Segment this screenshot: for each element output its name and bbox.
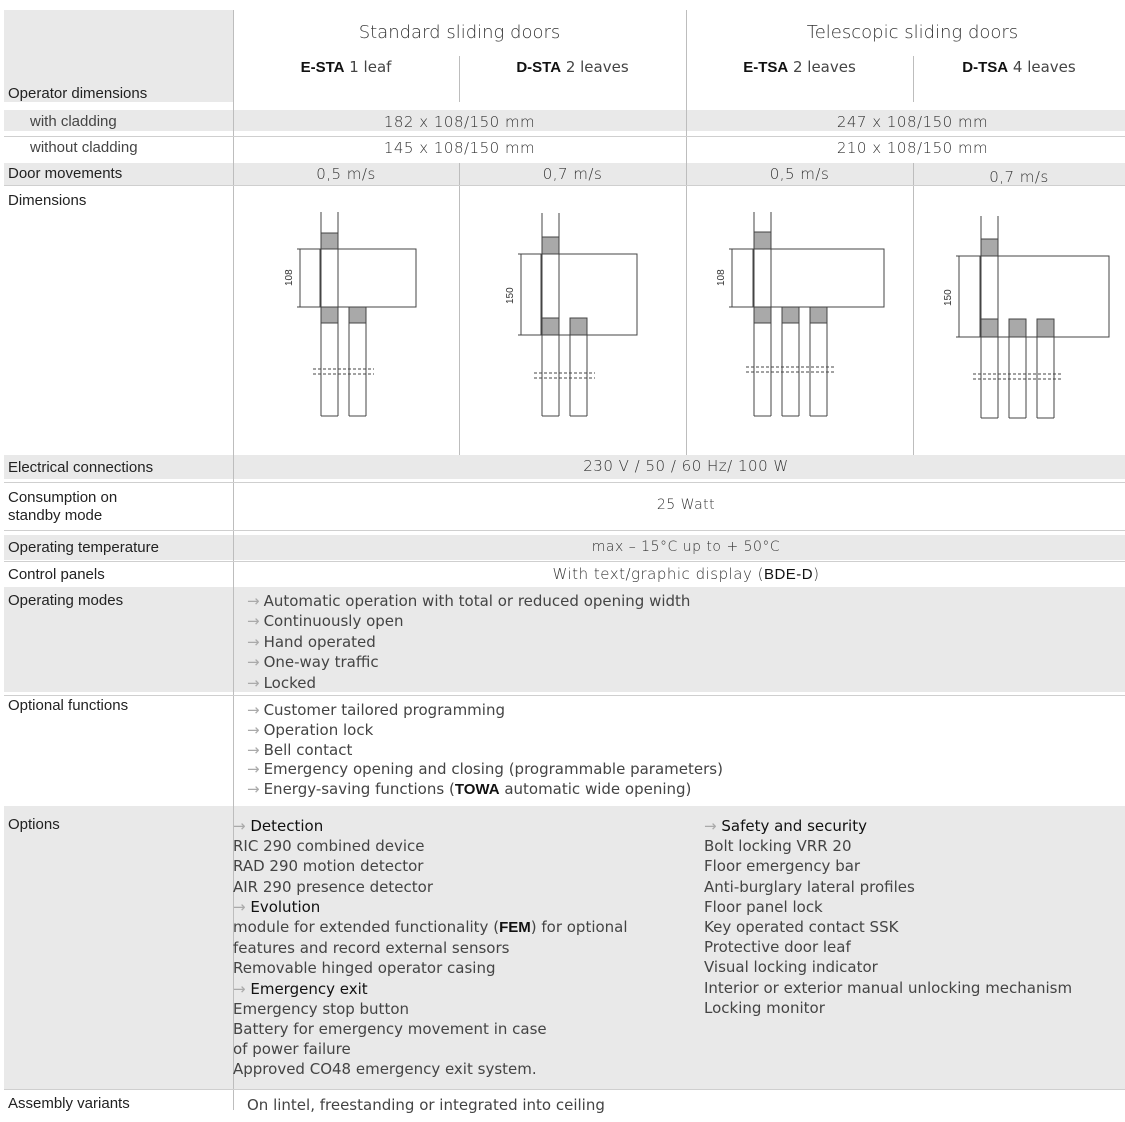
- list-item: Floor panel lock: [704, 897, 823, 916]
- list-item: module for extended functionality (FEM) …: [233, 918, 628, 937]
- list-item: AIR 290 presence detector: [233, 877, 433, 896]
- dimension-diagrams: 108 150 108 150: [284, 212, 1110, 419]
- label-without-cladding: without cladding: [30, 139, 138, 156]
- list-item: → Continuously open: [247, 612, 404, 631]
- list-item: Floor emergency bar: [704, 857, 861, 876]
- list-item: Anti-burglary lateral profiles: [704, 877, 915, 896]
- label-electrical: Electrical connections: [8, 459, 154, 476]
- list-item: RIC 290 combined device: [233, 837, 425, 856]
- with-cladding-telescopic: 247 x 108/150 mm: [836, 113, 989, 131]
- label-operating-modes: Operating modes: [8, 592, 124, 609]
- list-item: Locking monitor: [704, 998, 825, 1017]
- list-item: → Emergency opening and closing (programm…: [247, 760, 723, 779]
- height-label-e-sta: 108: [284, 269, 295, 286]
- list-item: → Hand operated: [247, 632, 376, 651]
- temperature-value: max – 15°C up to + 50°C: [591, 539, 781, 555]
- list-item: → Automatic operation with total or reduc…: [247, 592, 691, 610]
- door-movement-e-tsa: 0,5 m/s: [769, 165, 830, 183]
- with-cladding-standard: 182 x 108/150 mm: [383, 113, 536, 131]
- label-dimensions: Dimensions: [8, 192, 87, 209]
- consumption-value: 25 Watt: [656, 497, 716, 513]
- list-item: Key operated contact SSK: [704, 918, 899, 937]
- header-standard: Standard sliding doors: [358, 22, 561, 43]
- height-label-e-tsa: 108: [716, 269, 727, 286]
- list-item: → Bell contact: [247, 740, 353, 759]
- operating-modes-list: → Automatic operation with total or reduc…: [247, 591, 690, 693]
- list-item: Approved CO48 emergency exit system.: [233, 1060, 537, 1079]
- model-e-sta: E-STA 1 leaf: [300, 58, 392, 76]
- list-item: Visual locking indicator: [704, 958, 878, 977]
- list-item: features and record external sensors: [233, 939, 510, 958]
- list-item: → Operation lock: [247, 720, 374, 739]
- list-item: of power failure: [233, 1040, 351, 1059]
- model-d-sta: D-STA 2 leaves: [516, 58, 629, 76]
- options-evolution-title: → Evolution: [233, 897, 321, 916]
- label-with-cladding: with cladding: [30, 113, 117, 130]
- options-detection-title: → Detection: [233, 817, 324, 835]
- optional-functions-list: → Customer tailored programming → Operatio…: [247, 701, 723, 800]
- list-item: → Locked: [247, 673, 316, 692]
- label-control-panels: Control panels: [8, 566, 105, 583]
- list-item: → Customer tailored programming: [247, 701, 505, 719]
- options-safety-title: → Safety and security: [704, 817, 867, 835]
- without-cladding-telescopic: 210 x 108/150 mm: [836, 139, 989, 157]
- label-assembly: Assembly variants: [8, 1095, 130, 1112]
- label-operator-dimensions: Operator dimensions: [8, 85, 148, 102]
- list-item: Interior or exterior manual unlocking me…: [704, 978, 1073, 997]
- label-consumption: Consumption on standby mode: [8, 489, 118, 524]
- electrical-value: 230 V / 50 / 60 Hz/ 100 W: [583, 457, 789, 475]
- door-movement-d-tsa: 0,7 m/s: [989, 168, 1049, 186]
- list-item: Bolt locking VRR 20: [704, 837, 852, 856]
- options-exit-title: → Emergency exit: [233, 979, 368, 998]
- assembly-value: On lintel, freestanding or integrated in…: [247, 1096, 605, 1114]
- options-right-column: → Safety and security Bolt locking VRR 2…: [704, 816, 1072, 1018]
- list-item: Protective door leaf: [704, 938, 851, 957]
- list-item: Removable hinged operator casing: [233, 959, 496, 978]
- list-item: Emergency stop button: [233, 999, 410, 1018]
- options-left-column: → Detection RIC 290 combined device RAD …: [233, 816, 628, 1080]
- label-door-movements: Door movements: [8, 165, 123, 182]
- door-movement-e-sta: 0,5 m/s: [316, 165, 376, 183]
- label-temperature: Operating temperature: [8, 539, 159, 556]
- door-movement-d-sta: 0,7 m/s: [542, 165, 603, 183]
- model-d-tsa: D-TSA 4 leaves: [962, 58, 1076, 76]
- header-telescopic: Telescopic sliding doors: [806, 22, 1019, 43]
- without-cladding-standard: 145 x 108/150 mm: [383, 139, 536, 157]
- list-item: Battery for emergency movement in case: [233, 1020, 547, 1039]
- control-panels-value: With text/graphic display (BDE-D): [552, 565, 820, 583]
- label-optional-functions: Optional functions: [8, 697, 129, 714]
- model-e-tsa: E-TSA 2 leaves: [743, 58, 856, 76]
- label-options: Options: [8, 816, 60, 833]
- list-item: → Energy-saving functions (TOWA automatic…: [247, 780, 692, 799]
- list-item: RAD 290 motion detector: [233, 857, 424, 876]
- height-label-d-tsa: 150: [943, 289, 954, 306]
- height-label-d-sta: 150: [505, 287, 516, 304]
- list-item: → One-way traffic: [247, 653, 379, 672]
